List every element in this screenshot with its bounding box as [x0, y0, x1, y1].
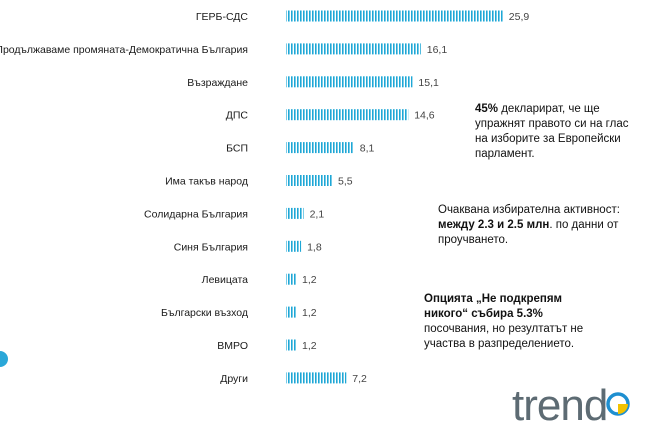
category-label: Български възход — [161, 307, 248, 319]
bar — [286, 372, 347, 384]
bar — [286, 207, 304, 219]
category-label: Продължаваме промяната-Демократична Бълг… — [0, 44, 248, 56]
value-label: 1,2 — [302, 340, 317, 352]
value-label: 7,2 — [352, 373, 367, 385]
value-label: 2,1 — [310, 208, 325, 220]
note-turnout-declaration: 45% декларират, че ще упражнят правото с… — [475, 103, 629, 160]
side-indicator-dot — [0, 351, 8, 367]
bar — [286, 109, 409, 121]
value-label: 15,1 — [418, 77, 439, 89]
value-label: 1,2 — [302, 307, 317, 319]
note-no-support-option: Опцията „Не подкрепям никого“ събира 5.3… — [424, 293, 584, 350]
bar — [286, 142, 354, 154]
category-label: Други — [220, 373, 248, 385]
value-label: 8,1 — [360, 143, 375, 155]
bar — [286, 76, 413, 88]
category-label: Има такъв народ — [165, 176, 248, 188]
value-label: 1,8 — [307, 241, 322, 253]
trend-logo: trend — [512, 381, 630, 428]
category-label: ДПС — [226, 110, 249, 122]
bar — [286, 10, 503, 22]
bar — [286, 306, 297, 318]
logo-text: trend — [512, 381, 607, 428]
value-label: 1,2 — [302, 274, 317, 286]
value-label: 16,1 — [427, 44, 448, 56]
value-label: 5,5 — [338, 176, 353, 188]
note-expected-turnout: Очаквана избирателна активност: между 2.… — [438, 204, 620, 246]
category-label: БСП — [226, 143, 248, 155]
bar — [286, 240, 302, 252]
bar — [286, 273, 297, 285]
logo-wedge-icon — [618, 404, 628, 414]
category-label: Възраждане — [187, 77, 248, 89]
value-label: 14,6 — [414, 110, 435, 122]
bar — [286, 339, 297, 351]
category-label: Левицата — [202, 274, 248, 286]
category-label: ВМРО — [217, 340, 248, 352]
category-label: Синя България — [174, 241, 248, 253]
bar — [286, 175, 333, 186]
category-label: Солидарна България — [144, 208, 248, 220]
bar — [286, 43, 421, 55]
value-label: 25,9 — [509, 11, 530, 23]
category-label: ГЕРБ-СДС — [196, 11, 249, 23]
chart-bars: ГЕРБ-СДС 25,9 Продължаваме промяната-Демок… — [0, 10, 530, 385]
